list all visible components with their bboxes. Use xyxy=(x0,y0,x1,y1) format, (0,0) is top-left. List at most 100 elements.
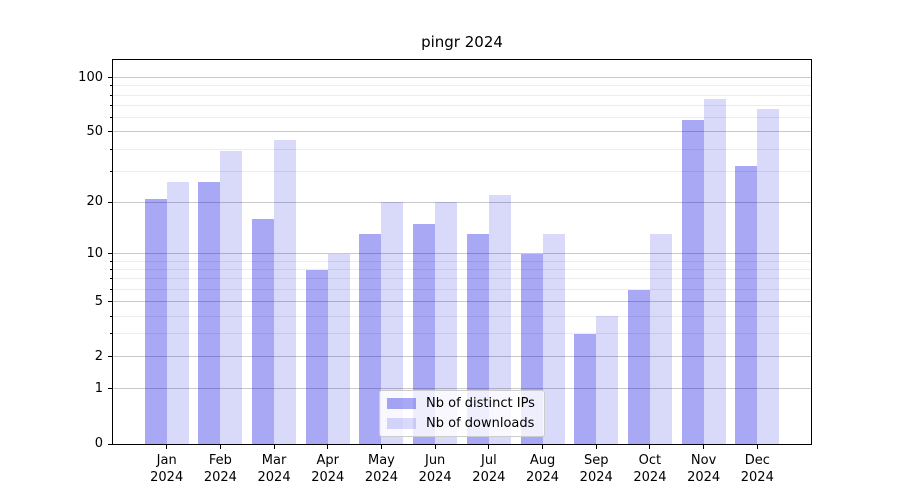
x-axis-tick xyxy=(327,444,329,449)
plot-area: 0 1 2 5 10 20 50 100 Jan 2024 Feb 2024 Mar 2024 Apr… xyxy=(78,59,812,485)
y-axis-tick xyxy=(108,356,113,358)
y-axis-tick xyxy=(108,77,113,79)
x-axis-tick xyxy=(219,444,221,449)
y-axis-minor-tick xyxy=(110,170,113,172)
x-axis-tick xyxy=(703,444,705,449)
bar-may-downloads xyxy=(381,202,404,444)
bar-apr-distinct-ips xyxy=(305,269,328,444)
y-axis-minor-tick xyxy=(110,148,113,150)
legend-row-downloads: Nb of downloads xyxy=(387,415,537,432)
bar-dec-distinct-ips xyxy=(735,166,758,444)
bar-layer xyxy=(113,60,811,444)
x-tick-label: Apr 2024 xyxy=(311,453,345,485)
bar-jul-downloads xyxy=(488,195,511,444)
y-axis-tick xyxy=(108,201,113,203)
bar-oct-downloads xyxy=(649,234,672,444)
chart-title: pingr 2024 xyxy=(421,33,503,51)
gridline-minor xyxy=(113,333,811,335)
y-tick-label: 50 xyxy=(86,123,103,139)
gridline-minor xyxy=(113,85,811,87)
y-axis-minor-tick xyxy=(110,333,113,335)
gridline-minor xyxy=(113,105,811,107)
x-axis-tick xyxy=(273,444,275,449)
bar-sep-distinct-ips xyxy=(574,333,597,444)
y-axis-tick xyxy=(108,253,113,255)
y-axis-tick xyxy=(108,131,113,133)
x-axis-tick xyxy=(434,444,436,449)
gridline-minor xyxy=(113,260,811,262)
x-tick-label: Mar 2024 xyxy=(257,453,291,485)
bar-feb-distinct-ips xyxy=(198,182,221,444)
bar-aug-downloads xyxy=(542,234,565,444)
y-axis-tick xyxy=(108,301,113,303)
y-tick-label: 2 xyxy=(94,348,103,364)
y-axis-minor-tick xyxy=(110,269,113,271)
bar-nov-downloads xyxy=(703,99,726,444)
y-tick-label: 100 xyxy=(78,69,103,85)
x-axis-tick xyxy=(380,444,382,449)
gridline-minor xyxy=(113,170,811,172)
y-axis-tick xyxy=(108,388,113,390)
gridline-minor xyxy=(113,315,811,317)
x-tick-label: Feb 2024 xyxy=(203,453,237,485)
legend: Nb of distinct IPs Nb of downloads xyxy=(379,390,545,437)
bar-jan-distinct-ips xyxy=(144,198,167,444)
x-axis-tick xyxy=(488,444,490,449)
legend-label-downloads: Nb of downloads xyxy=(426,415,535,431)
x-tick-label: Nov 2024 xyxy=(687,453,721,485)
gridline-minor xyxy=(113,148,811,150)
grid-layer xyxy=(113,60,811,444)
x-tick-label: Aug 2024 xyxy=(525,453,560,485)
axis-layer: 0 1 2 5 10 20 50 100 Jan 2024 Feb 2024 Mar 2024 Apr… xyxy=(78,60,811,485)
bar-sep-downloads xyxy=(596,316,619,444)
y-tick-label: 0 xyxy=(94,436,103,451)
y-axis-minor-tick xyxy=(110,105,113,107)
x-axis-tick xyxy=(542,444,544,449)
y-tick-label: 1 xyxy=(94,380,103,396)
x-tick-label: Jan 2024 xyxy=(150,453,184,485)
y-axis-minor-tick xyxy=(110,288,113,290)
x-tick-label: Dec 2024 xyxy=(740,453,774,485)
x-tick-label: Jun 2024 xyxy=(418,453,452,485)
bar-mar-downloads xyxy=(274,140,297,444)
y-axis-tick xyxy=(108,443,113,445)
gridline-major xyxy=(113,388,811,390)
y-axis-minor-tick xyxy=(110,117,113,119)
x-tick-label: May 2024 xyxy=(364,453,398,485)
bar-oct-distinct-ips xyxy=(627,289,650,444)
bar-jun-downloads xyxy=(435,202,458,444)
y-axis-minor-tick xyxy=(110,85,113,87)
x-axis-tick xyxy=(166,444,168,449)
x-axis-tick xyxy=(756,444,758,449)
bar-jun-distinct-ips xyxy=(413,223,436,444)
y-tick-label: 10 xyxy=(86,245,103,261)
gridline-minor xyxy=(113,117,811,119)
gridline-minor xyxy=(113,94,811,96)
gridline-major xyxy=(113,253,811,255)
y-axis-minor-tick xyxy=(110,94,113,96)
gridline-major xyxy=(113,301,811,303)
x-tick-label: Oct 2024 xyxy=(633,453,667,485)
x-tick-label: Sep 2024 xyxy=(579,453,613,485)
legend-swatch-distinct-ips-icon xyxy=(387,398,416,409)
gridline-minor xyxy=(113,288,811,290)
gridline-minor xyxy=(113,269,811,271)
bar-may-distinct-ips xyxy=(359,234,382,444)
gridline-major xyxy=(113,356,811,358)
x-axis-tick xyxy=(649,444,651,449)
x-axis-tick xyxy=(595,444,597,449)
bar-jan-downloads xyxy=(166,182,189,444)
y-axis-minor-tick xyxy=(110,278,113,280)
bar-apr-downloads xyxy=(327,253,350,444)
bar-nov-distinct-ips xyxy=(681,120,704,444)
gridline-major xyxy=(113,201,811,203)
y-axis-minor-tick xyxy=(110,315,113,317)
bar-dec-downloads xyxy=(757,108,780,444)
gridline-major xyxy=(113,77,811,79)
x-tick-label: Jul 2024 xyxy=(472,453,506,485)
bar-feb-downloads xyxy=(220,151,243,444)
legend-swatch-downloads-icon xyxy=(387,418,416,429)
gridline-major xyxy=(113,131,811,133)
bar-mar-distinct-ips xyxy=(252,219,275,444)
